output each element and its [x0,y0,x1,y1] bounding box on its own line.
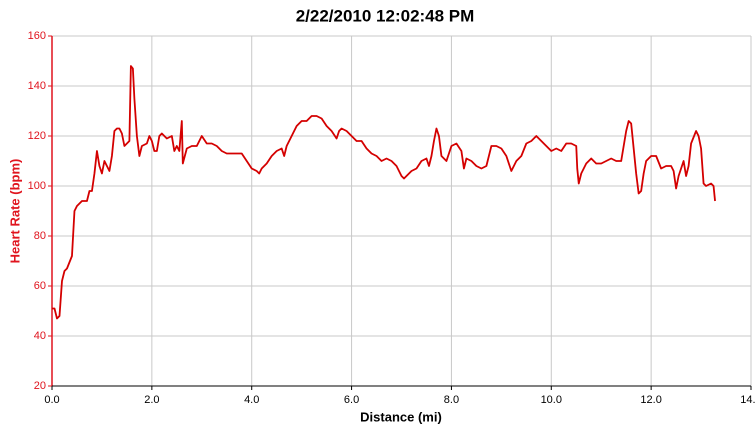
x-tick-label: 8.0 [444,394,459,406]
y-tick-label: 60 [34,280,46,292]
chart-title: 2/22/2010 12:02:48 PM [296,6,475,25]
x-tick-label: 0.0 [44,394,59,406]
x-tick-label: 14.0 [740,394,756,406]
x-tick-label: 10.0 [541,394,562,406]
x-tick-label: 12.0 [640,394,661,406]
y-tick-label: 120 [28,130,46,142]
y-tick-label: 160 [28,30,46,42]
x-tick-label: 4.0 [244,394,259,406]
y-tick-label: 140 [28,80,46,92]
y-tick-label: 40 [34,330,46,342]
x-axis-label: Distance (mi) [360,409,442,424]
y-tick-label: 80 [34,230,46,242]
y-tick-label: 100 [28,180,46,192]
data-line [52,65,716,320]
x-tick-label: 6.0 [344,394,359,406]
y-axis-label: Heart Rate (bpm) [7,159,22,264]
x-tick-label: 2.0 [144,394,159,406]
y-tick-label: 20 [34,380,46,392]
